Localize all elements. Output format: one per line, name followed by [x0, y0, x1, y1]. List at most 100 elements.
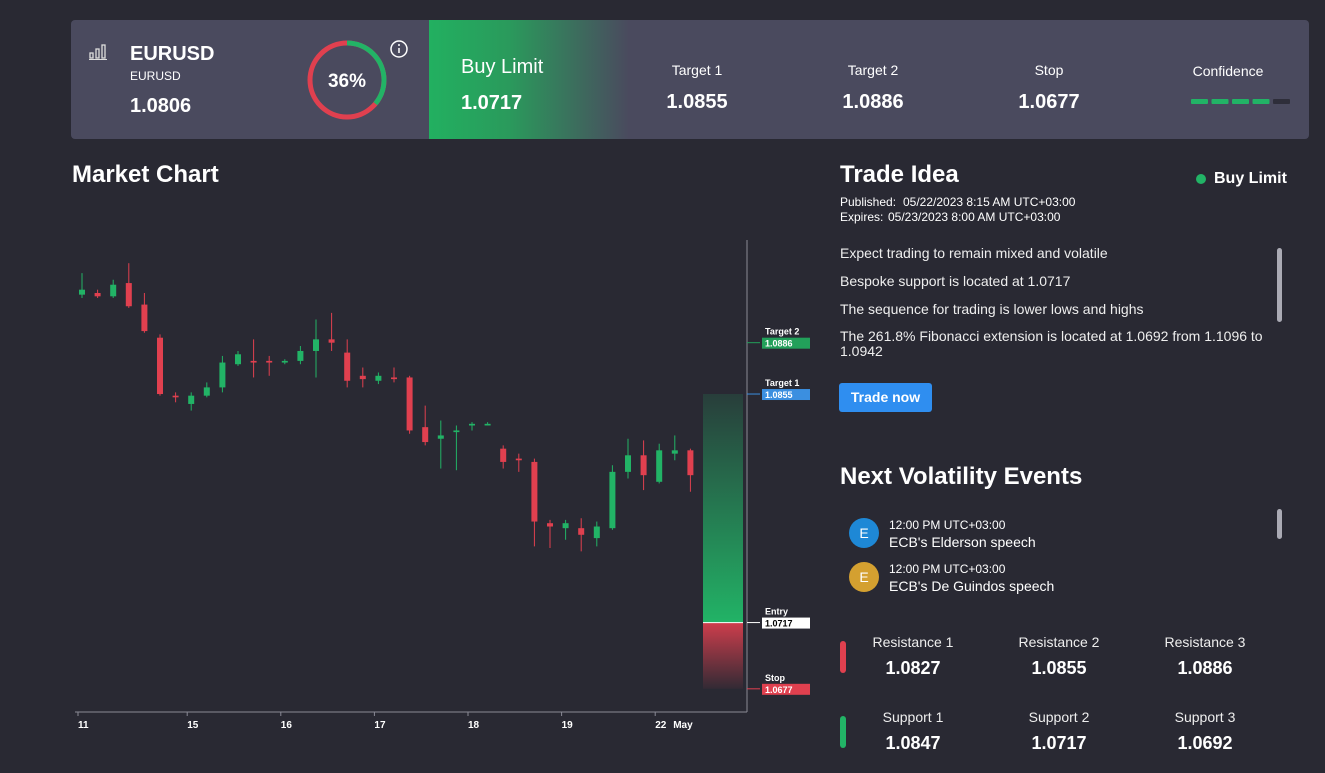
event-icon: E: [849, 562, 879, 592]
candle-body: [437, 435, 444, 439]
x-tick-label: 11: [78, 720, 89, 731]
event-time: 12:00 PM UTC+03:00: [889, 518, 1006, 532]
level-label: Support 1: [882, 709, 944, 725]
candle-body: [375, 375, 382, 381]
confidence-segment: [1211, 99, 1229, 104]
x-tick-label: 15: [187, 720, 199, 731]
price: 1.0806: [130, 95, 192, 117]
level-value: 1.0886: [765, 339, 793, 349]
level-name: Target 2: [765, 327, 799, 337]
candle-body: [578, 528, 585, 535]
support-bar: [840, 716, 846, 748]
paragraph: The sequence for trading is lower lows a…: [840, 301, 1144, 317]
symbol: EURUSD: [130, 43, 215, 65]
level-label: Resistance 2: [1018, 634, 1100, 650]
candle-body: [125, 283, 132, 307]
candle-body: [671, 450, 678, 454]
candle-body: [172, 395, 179, 398]
candle-body: [297, 350, 304, 361]
candle-body: [469, 423, 475, 426]
gauge-arc: [307, 40, 387, 120]
x-month-label: May: [673, 720, 693, 731]
level-value: 1.0827: [885, 658, 941, 678]
level-value: 1.0847: [885, 733, 941, 753]
candle-body: [547, 523, 553, 527]
status: Buy Limit: [1214, 170, 1287, 187]
scrollbar[interactable]: [1277, 509, 1282, 539]
confidence-segment: [1232, 99, 1249, 104]
status-dot: [1196, 174, 1206, 184]
candle-body: [687, 450, 694, 476]
candle-body: [406, 377, 413, 431]
level-value: 1.0717: [765, 619, 793, 629]
event-name: ECB's De Guindos speech: [889, 578, 1055, 594]
trade-button[interactable]: Trade now: [839, 383, 932, 412]
confidence-bar: [1191, 99, 1290, 104]
candle-body: [344, 352, 351, 381]
scrollbar[interactable]: [1277, 248, 1282, 322]
paragraph: Expect trading to remain mixed and volat…: [840, 245, 1108, 261]
candle-body: [391, 377, 397, 380]
x-tick-label: 16: [281, 720, 293, 731]
chart-title: Market Chart: [72, 161, 219, 188]
confidence-segment: [1252, 99, 1270, 104]
event-name: ECB's Elderson speech: [889, 534, 1036, 550]
confidence-segment: [1191, 99, 1208, 104]
confidence-segment: [1273, 99, 1290, 104]
candle-body: [94, 292, 101, 297]
trade-idea-title: Trade Idea: [840, 161, 959, 188]
candle-body: [157, 337, 163, 395]
order-panel: Buy Limit 1.0717: [429, 20, 629, 139]
published-label: Published:: [840, 195, 897, 209]
expires-label: Expires:: [840, 210, 884, 224]
event-time: 12:00 PM UTC+03:00: [889, 562, 1006, 576]
candle-body: [593, 526, 600, 539]
stat-label: Stop: [1034, 62, 1064, 78]
order-label: Buy Limit: [461, 56, 544, 78]
symbol-sub: EURUSD: [130, 69, 181, 83]
info-icon[interactable]: [389, 39, 409, 59]
candle-body: [203, 387, 210, 396]
level-name: Target 1: [765, 378, 799, 388]
level-box: [762, 389, 810, 401]
resistance-bar: [840, 641, 846, 673]
level-value: 1.0692: [1177, 733, 1233, 753]
candle-body: [531, 461, 538, 522]
x-tick-label: 19: [562, 720, 574, 731]
candle-body: [625, 455, 631, 472]
loss-zone: [703, 622, 743, 689]
expires: 05/23/2023 8:00 AM UTC+03:00: [888, 210, 1061, 224]
candle-body: [515, 458, 522, 461]
level-label: Support 3: [1174, 709, 1236, 725]
candle-body: [484, 423, 491, 426]
level-value: 1.0855: [1031, 658, 1087, 678]
published: 05/22/2023 8:15 AM UTC+03:00: [903, 195, 1076, 209]
gauge-label: 36%: [328, 71, 366, 92]
candle-body: [110, 284, 117, 297]
candle-body: [79, 289, 85, 295]
stat-value: 1.0886: [842, 91, 904, 113]
stat-value: 1.0677: [1018, 91, 1080, 113]
candle-body: [235, 354, 241, 365]
level-box: [762, 337, 810, 349]
level-value: 1.0717: [1031, 733, 1087, 753]
candle-body: [313, 339, 319, 351]
level-value: 1.0677: [765, 685, 793, 695]
event-icon: E: [849, 518, 879, 548]
candle-body: [266, 360, 273, 363]
candle-body: [453, 430, 460, 433]
level-label: Resistance 1: [872, 634, 954, 650]
candle-body: [188, 395, 195, 404]
order-value: 1.0717: [461, 92, 523, 114]
candle-body: [422, 427, 429, 443]
stat-label: Target 2: [847, 62, 899, 78]
market-chart: 11 15 16 17 18 19 22 May Target 2 1.0886 Target 1 1…: [75, 240, 810, 731]
candle-body: [609, 471, 616, 529]
chart-icon: [89, 44, 107, 60]
stat-value: 1.0855: [666, 91, 728, 113]
level-box: [762, 683, 810, 695]
level-label: Resistance 3: [1164, 634, 1246, 650]
paragraph: The 261.8% Fibonacci extension is locate…: [840, 328, 1263, 359]
x-tick-label: 22: [655, 720, 667, 731]
